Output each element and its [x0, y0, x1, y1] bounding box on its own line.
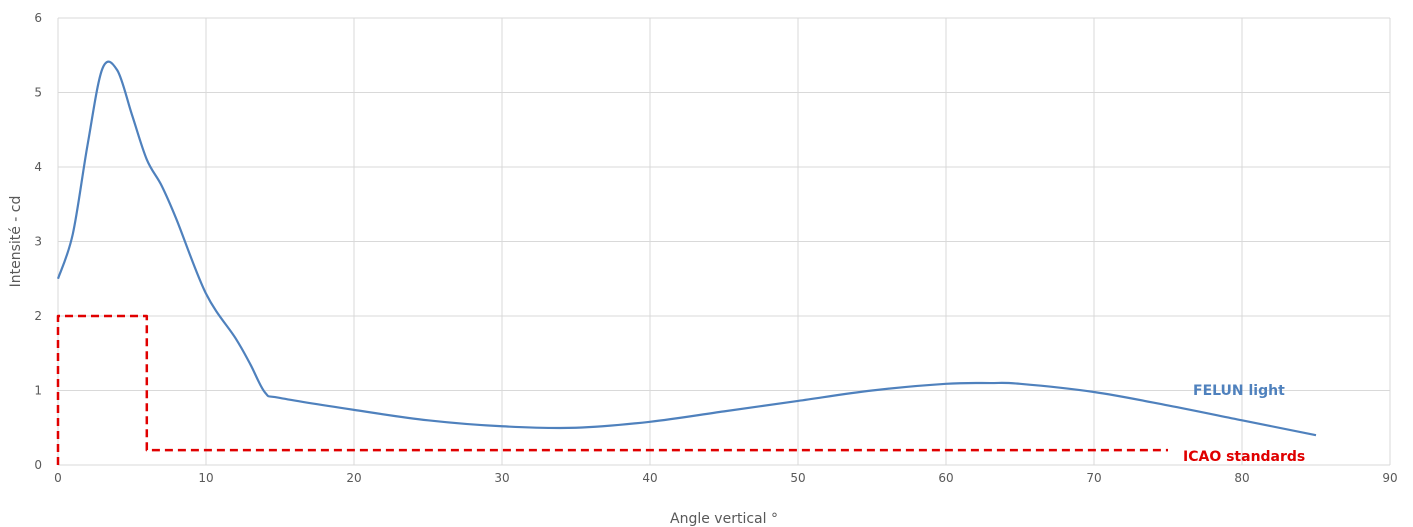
series-label-icao-standards: ICAO standards [1183, 449, 1305, 465]
y-tick-label: 2 [34, 309, 42, 323]
x-tick-label: 10 [198, 471, 213, 485]
x-axis-title: Angle vertical ° [670, 511, 778, 527]
y-tick-label: 6 [34, 11, 42, 25]
series-line-0 [56, 60, 1317, 437]
x-tick-label: 50 [790, 471, 805, 485]
x-tick-label: 30 [494, 471, 509, 485]
grid [57, 17, 1391, 466]
series-layer [56, 60, 1317, 465]
x-tick-label: 60 [938, 471, 953, 485]
y-tick-label: 4 [34, 160, 42, 174]
series-label-felun-light: FELUN light [1193, 383, 1285, 399]
y-axis-title: Intensité - cd [8, 196, 24, 288]
y-tick-label: 1 [34, 384, 42, 398]
y-tick-label: 3 [34, 235, 42, 249]
series-line-1 [56, 314, 1168, 465]
x-tick-label: 0 [54, 471, 62, 485]
x-tick-label: 40 [642, 471, 657, 485]
x-tick-label: 70 [1086, 471, 1101, 485]
x-tick-label: 80 [1234, 471, 1249, 485]
x-tick-label: 90 [1382, 471, 1397, 485]
tick-labels: 0 10 20 30 40 50 60 70 80 90 0 1 2 3 4 5 6 [34, 11, 1397, 485]
y-tick-label: 0 [34, 458, 42, 472]
y-tick-label: 5 [34, 86, 42, 100]
x-tick-label: 20 [346, 471, 361, 485]
